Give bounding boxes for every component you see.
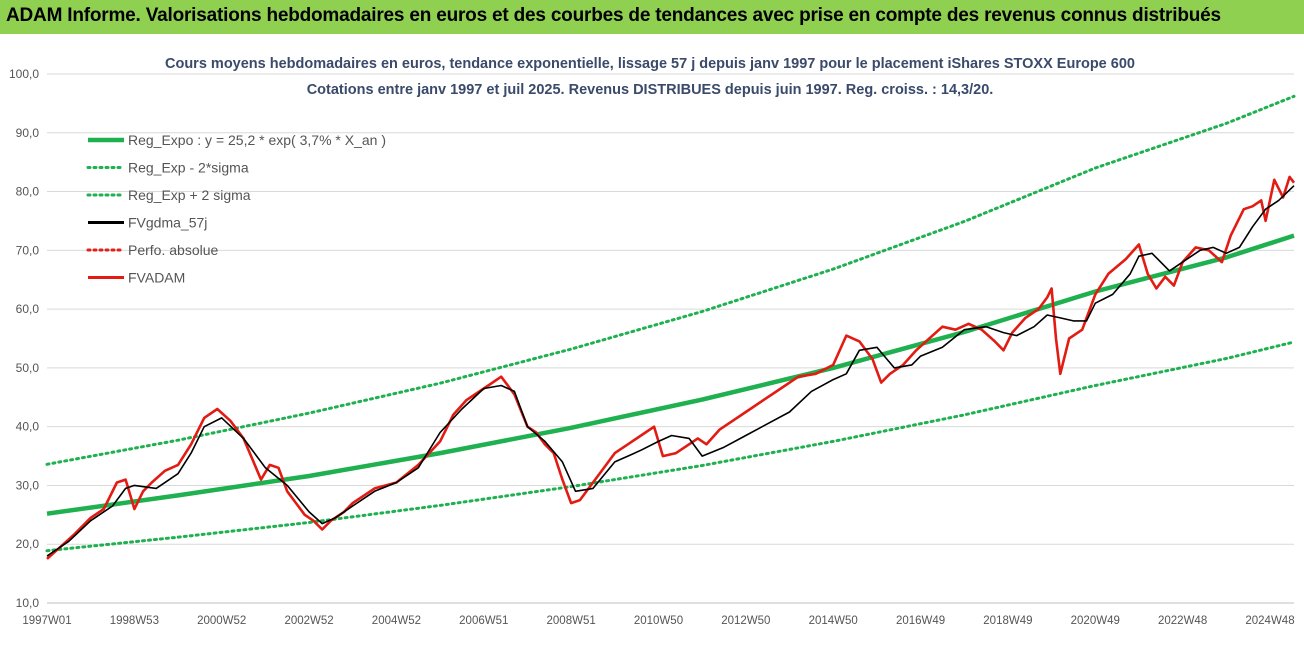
x-tick-label: 2016W49 bbox=[896, 615, 945, 627]
header-banner: ADAM Informe. Valorisations hebdomadaire… bbox=[0, 0, 1304, 34]
x-tick-label: 2006W51 bbox=[459, 615, 508, 627]
chart-title: Cours moyens hebdomadaires en euros, ten… bbox=[165, 56, 1135, 72]
series-layer bbox=[45, 94, 1296, 560]
y-tick-label: 20,0 bbox=[16, 537, 40, 551]
chart-background bbox=[0, 34, 1304, 652]
y-tick-label: 30,0 bbox=[16, 478, 40, 492]
x-tick-label: 2010W50 bbox=[634, 615, 683, 627]
x-tick-label: 1998W53 bbox=[110, 615, 159, 627]
x-tick-label: 1997W01 bbox=[22, 615, 71, 627]
header-title: ADAM Informe. Valorisations hebdomadaire… bbox=[6, 5, 1221, 26]
legend-label: FVgdma_57j bbox=[128, 215, 207, 231]
y-tick-label: 60,0 bbox=[16, 302, 40, 316]
series-line-1 bbox=[45, 340, 1296, 553]
x-tick-label: 2000W52 bbox=[197, 615, 246, 627]
y-tick-label: 90,0 bbox=[16, 126, 40, 140]
chart: Cours moyens hebdomadaires en euros, ten… bbox=[0, 34, 1304, 652]
x-tick-label: 2018W49 bbox=[983, 615, 1032, 627]
y-tick-label: 100,0 bbox=[9, 67, 39, 81]
x-tick-label: 2014W50 bbox=[809, 615, 858, 627]
legend-label: Reg_Expo : y = 25,2 * exp( 3,7% * X_an ) bbox=[128, 132, 386, 148]
legend: Reg_Expo : y = 25,2 * exp( 3,7% * X_an )… bbox=[86, 132, 386, 286]
x-tick-label: 2008W51 bbox=[547, 615, 596, 627]
x-tick-label: 2020W49 bbox=[1071, 615, 1120, 627]
chart-subtitle: Cotations entre janv 1997 et juil 2025. … bbox=[307, 82, 994, 98]
x-tick-label: 2012W50 bbox=[721, 615, 770, 627]
legend-label: FVADAM bbox=[128, 270, 185, 286]
y-tick-label: 50,0 bbox=[16, 361, 40, 375]
axes: 10,0 20,0 30,0 40,0 50,0 60,0 70,0 80,0 90,0 100,… bbox=[9, 67, 1295, 627]
legend-label: Reg_Exp + 2 sigma bbox=[128, 187, 251, 203]
series-line-2 bbox=[45, 94, 1296, 466]
series-line-3 bbox=[46, 185, 1295, 557]
legend-label: Reg_Exp - 2*sigma bbox=[128, 160, 249, 176]
x-tick-label: 2024W48 bbox=[1245, 615, 1294, 627]
series-line-5 bbox=[46, 175, 1296, 560]
y-tick-label: 80,0 bbox=[16, 185, 40, 199]
y-tick-label: 10,0 bbox=[16, 596, 40, 610]
x-tick-label: 2022W48 bbox=[1158, 615, 1207, 627]
y-tick-label: 70,0 bbox=[16, 243, 40, 257]
x-tick-label: 2002W52 bbox=[284, 615, 333, 627]
legend-label: Perfo. absolue bbox=[128, 242, 218, 258]
series-line-0 bbox=[46, 233, 1295, 516]
x-tick-label: 2004W52 bbox=[372, 615, 421, 627]
y-tick-label: 40,0 bbox=[16, 420, 40, 434]
